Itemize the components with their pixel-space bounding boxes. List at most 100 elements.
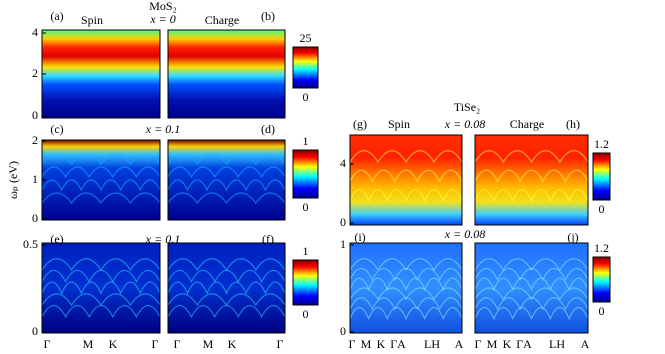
colorbar-min: 0 (599, 304, 605, 318)
colorbar-min: 0 (303, 200, 309, 214)
panel-label: (d) (261, 122, 275, 136)
y-tick-label: 0 (32, 211, 38, 225)
x-tick-label: A (455, 337, 464, 351)
panel-label: (j) (567, 230, 578, 244)
title: MoS₂ (149, 0, 177, 13)
heatmap-texture (41, 153, 161, 166)
heatmap-texture (41, 166, 161, 179)
y-axis-label: ωₚ (eV) (6, 161, 20, 199)
heatmap (168, 243, 285, 333)
x-tick-label: Γ (349, 337, 356, 351)
x-tick-label: M (83, 337, 94, 351)
heatmap-texture (474, 169, 589, 183)
y-tick-label: 0 (340, 324, 346, 338)
x-tick-label: Γ (44, 337, 51, 351)
x-tick-label: LH (424, 337, 440, 351)
x-tick-label: K (228, 337, 237, 351)
x-tick-label: Γ (152, 337, 159, 351)
panel-frame (167, 242, 286, 334)
heatmap (42, 140, 160, 220)
colorbar-max: 25 (300, 31, 312, 45)
x-tick-label: Γ (174, 337, 181, 351)
panel-label: (i) (354, 230, 365, 244)
x-tick-label: A (581, 337, 590, 351)
heatmap-texture (167, 179, 286, 192)
y-tick-label: 0 (32, 108, 38, 122)
colorbar-min: 0 (303, 90, 309, 104)
colorbar-min: 0 (599, 202, 605, 216)
doping-label: x = 0.08 (444, 117, 485, 131)
heatmap-texture (167, 281, 286, 295)
colorbar (292, 259, 319, 306)
x-tick-label: K (503, 337, 512, 351)
y-tick-label: 1 (340, 237, 346, 251)
colorbar-max: 1 (303, 134, 309, 148)
heatmap (168, 140, 285, 220)
x-tick-label: LH (549, 337, 565, 351)
heatmap-texture (41, 179, 161, 192)
colorbar-max: 1.2 (594, 241, 609, 255)
panel-label: (a) (50, 9, 63, 23)
x-tick-label: Γ (277, 337, 284, 351)
panel-frame (349, 134, 463, 226)
y-tick-label: 0 (32, 324, 38, 338)
doping-label: x = 0.1 (145, 232, 180, 246)
panel-label: (c) (50, 122, 63, 136)
x-tick-label: K (109, 337, 118, 351)
heatmap-texture (349, 297, 463, 311)
panel-label: (g) (353, 117, 367, 131)
y-tick-label: 0.5 (23, 237, 38, 251)
heatmap-texture (349, 189, 463, 203)
heatmap (42, 243, 160, 333)
colorbar-min: 0 (303, 307, 309, 321)
x-tick-label: M (487, 337, 498, 351)
heatmap (475, 135, 588, 225)
panel-frame (167, 139, 286, 221)
panel-frame (474, 242, 589, 334)
heatmap-texture (349, 267, 463, 282)
y-tick-label: 4 (340, 156, 346, 170)
channel-label: Spin (388, 117, 410, 131)
heatmap-texture (41, 192, 161, 205)
title: TiSe₂ (454, 100, 480, 114)
doping-label: x = 0.1 (145, 122, 180, 136)
y-tick-label: 0 (340, 215, 346, 229)
heatmap-texture (474, 267, 589, 282)
panel-frame (167, 29, 286, 119)
heatmap-texture (349, 169, 463, 183)
colorbar (292, 46, 319, 89)
heatmap-texture (167, 192, 286, 205)
panel-label: (e) (50, 232, 63, 246)
x-tick-label: ΓA (516, 337, 532, 351)
x-tick-label: Γ (475, 337, 482, 351)
colorbar (592, 256, 611, 303)
x-tick-label: M (203, 337, 214, 351)
heatmap-texture (474, 297, 589, 311)
heatmap-texture (349, 306, 463, 321)
heatmap-texture (474, 189, 589, 203)
heatmap-texture (474, 258, 589, 272)
heatmap-texture (41, 281, 161, 295)
heatmap-texture (167, 304, 286, 319)
y-tick-label: 4 (32, 25, 38, 39)
heatmap-texture (41, 269, 161, 283)
colorbar (292, 149, 319, 199)
panel-frame (41, 242, 161, 334)
heatmap (168, 30, 285, 118)
x-tick-label: M (361, 337, 372, 351)
panel-label: (f) (262, 232, 274, 246)
panel-frame (349, 242, 463, 334)
heatmap-texture (474, 287, 589, 301)
heatmap-texture (474, 306, 589, 321)
heatmap-texture (167, 166, 286, 179)
channel-label: Charge (510, 117, 544, 131)
colorbar-max: 1.2 (594, 137, 609, 151)
y-tick-label: 2 (32, 66, 38, 80)
y-tick-label: 1 (32, 172, 38, 186)
heatmap-texture (349, 150, 463, 164)
colorbar-max: 1 (303, 244, 309, 258)
doping-label: x = 0 (149, 12, 175, 26)
heatmap (350, 135, 462, 225)
heatmap-texture (349, 258, 463, 272)
